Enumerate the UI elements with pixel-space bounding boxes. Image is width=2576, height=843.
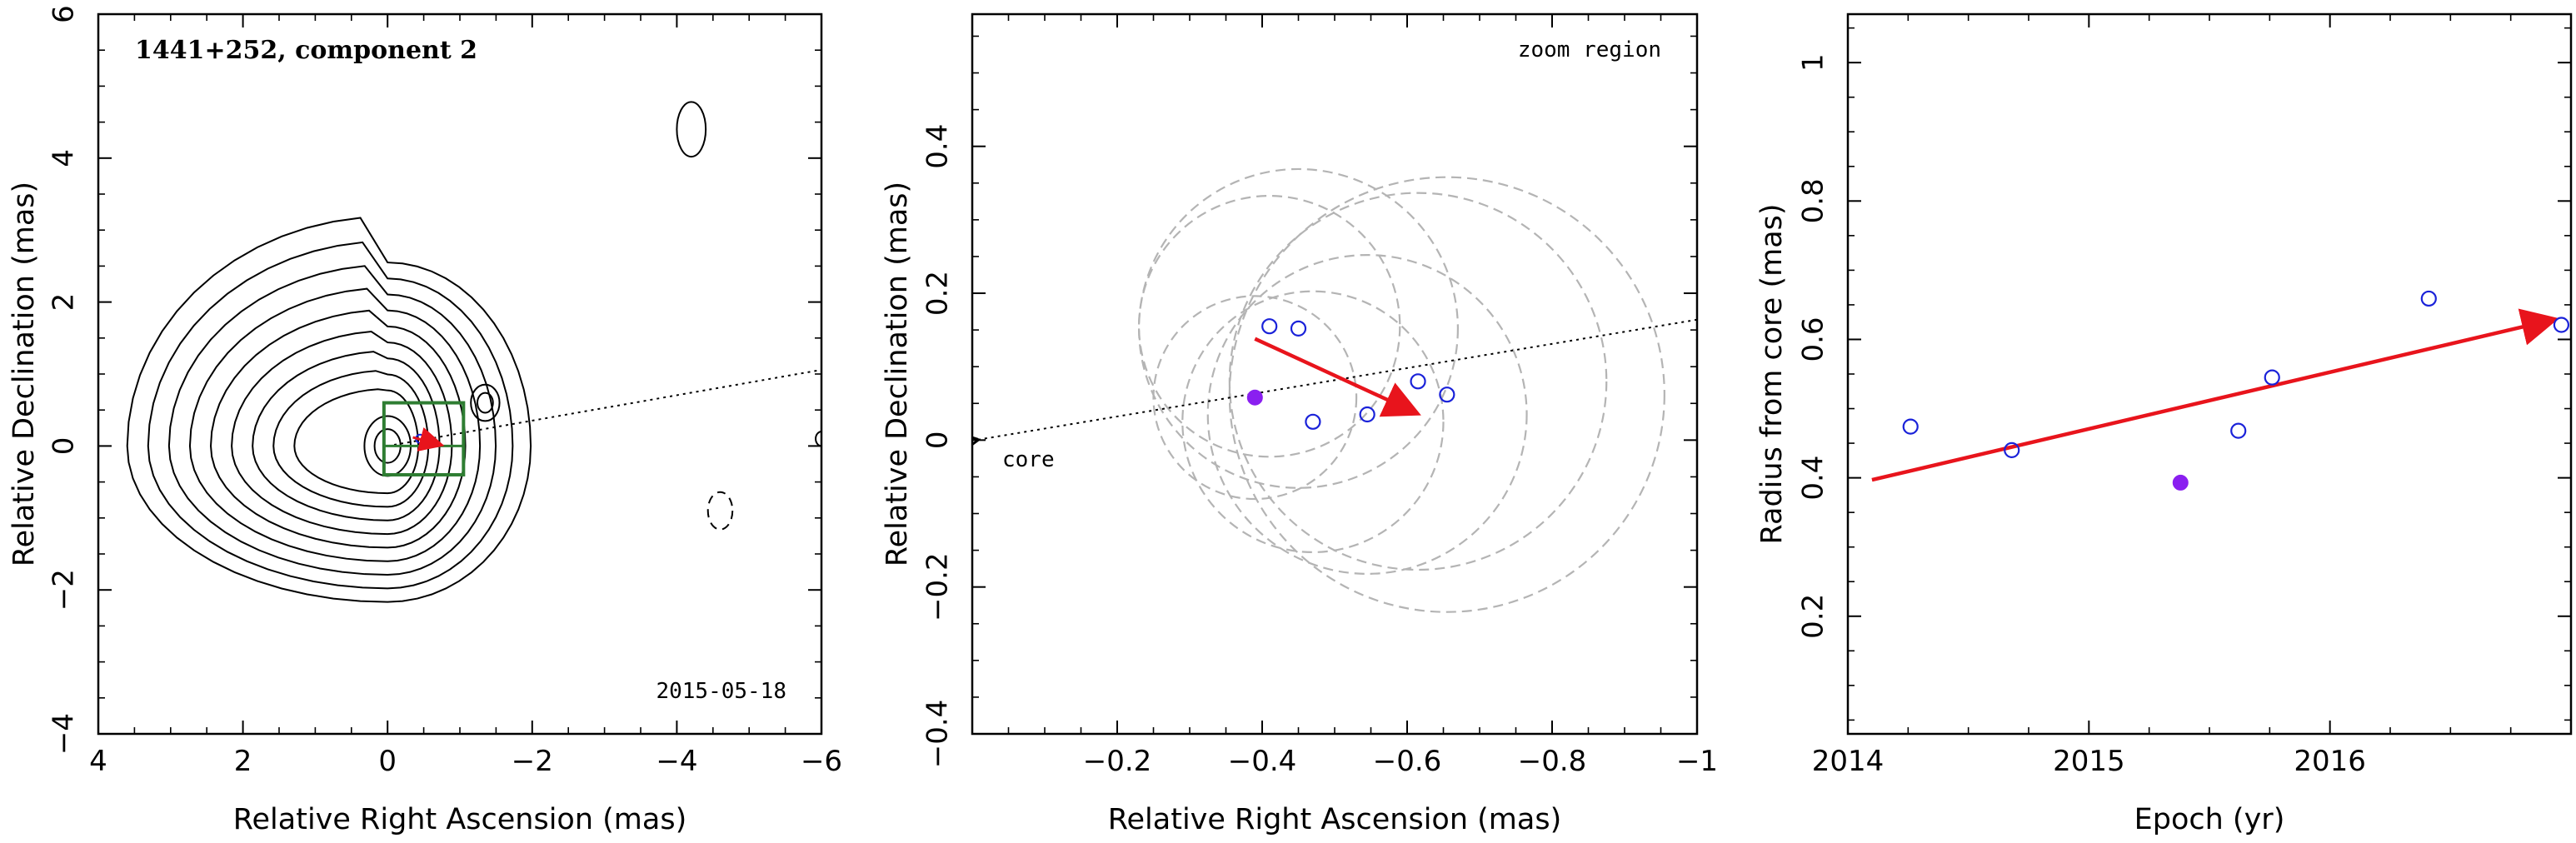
contour-level — [293, 388, 420, 495]
y-tick-label: 0.6 — [1797, 317, 1830, 362]
contour-level — [167, 265, 497, 576]
contour-level — [231, 330, 453, 536]
y-tick-label: 2 — [47, 293, 81, 312]
y-tick-label: 0.4 — [921, 124, 955, 169]
x-tick-label: −1 — [1676, 745, 1718, 778]
error-circles — [1137, 167, 1665, 613]
contour-level — [272, 370, 430, 508]
x-tick-label: 2014 — [1812, 745, 1885, 778]
y-tick-label: 0 — [47, 437, 81, 456]
contour-level — [188, 287, 482, 562]
edge-contour — [815, 431, 821, 447]
contour-level — [147, 241, 514, 590]
y-tick-label: 0.8 — [1797, 178, 1830, 223]
core-label: core — [1002, 447, 1055, 472]
radius-data-point — [2230, 422, 2247, 439]
x-tick-label: −4 — [656, 745, 697, 778]
panel-zoom-region: −0.2 −0.4 −0.6 −0.8 −1 −0.4 −0.2 0 0.2 0.4 zoom r… — [881, 12, 1719, 836]
panel2-ylabel: Relative Declination (mas) — [881, 182, 914, 566]
x-tick-label: −0.4 — [1228, 745, 1297, 778]
y-tick-label: 0.2 — [921, 271, 955, 316]
panel1-date: 2015-05-18 — [656, 679, 786, 704]
isolated-contour — [676, 101, 707, 158]
contour-level — [252, 351, 441, 521]
panel2-ticks — [971, 14, 1698, 735]
y-tick-label: −0.4 — [921, 700, 955, 769]
panel2-overlays — [976, 318, 1697, 441]
x-tick-label: −2 — [512, 745, 553, 778]
panel3-overlays — [1871, 290, 2570, 491]
y-tick-label: −0.2 — [921, 552, 955, 621]
x-tick-label: 4 — [89, 745, 107, 778]
panel2-tick-labels: −0.2 −0.4 −0.6 −0.8 −1 −0.4 −0.2 0 0.2 0.4 — [921, 124, 1719, 778]
component-position-point — [1439, 387, 1455, 403]
position-error-circle — [1181, 290, 1445, 554]
x-tick-label: −0.8 — [1518, 745, 1587, 778]
jet-axis-line — [387, 369, 821, 447]
panel3-tick-labels: 2014 2015 2016 0.2 0.4 0.6 0.8 1 — [1797, 53, 2366, 778]
position-error-circle — [1206, 253, 1528, 575]
position-error-circle — [1228, 192, 1608, 571]
velocity-arrow — [1254, 337, 1421, 417]
y-tick-label: 1 — [1797, 53, 1830, 72]
jet-axis-to-core — [976, 318, 1697, 441]
x-tick-label: −0.6 — [1373, 745, 1442, 778]
y-tick-label: 0.4 — [1797, 456, 1830, 501]
panel3-ylabel: Radius from core (mas) — [1755, 203, 1789, 544]
panel1-ticks — [97, 13, 822, 735]
position-error-circle — [1152, 295, 1358, 501]
radius-data-point — [2553, 317, 2570, 333]
component-position-point — [1290, 320, 1307, 337]
secondary-peak-contour — [470, 383, 501, 422]
panel2-xlabel: Relative Right Ascension (mas) — [1108, 803, 1561, 836]
component-position-point — [1305, 413, 1321, 430]
panel1-overlays — [382, 369, 821, 476]
current-epoch-point — [1246, 389, 1263, 406]
current-epoch-point — [2172, 474, 2189, 491]
zoom-box — [382, 401, 466, 476]
zoom-region-label: zoom region — [1518, 37, 1661, 62]
motion-arrow — [412, 426, 445, 451]
panel1-title: 1441+252, component 2 — [135, 36, 477, 65]
y-tick-label: 0 — [921, 431, 955, 450]
y-tick-label: −4 — [47, 713, 81, 755]
position-error-circle — [1228, 176, 1665, 613]
panel1-ylabel: Relative Declination (mas) — [7, 182, 41, 566]
x-tick-label: 2015 — [2053, 745, 2125, 778]
negative-contour — [706, 491, 734, 531]
y-tick-label: 0.2 — [1797, 594, 1830, 639]
panel3-ticks — [1847, 14, 2572, 734]
position-error-circle — [1137, 167, 1459, 489]
x-tick-label: 0 — [378, 745, 397, 778]
panel1-tick-labels: 4 2 0 −2 −4 −6 −4 −2 0 2 4 6 — [47, 5, 843, 778]
y-tick-label: 6 — [47, 5, 81, 23]
y-tick-label: −2 — [47, 569, 81, 611]
panel1-xlabel: Relative Right Ascension (mas) — [233, 803, 686, 836]
radial-motion-fit-arrow — [1871, 308, 2559, 482]
x-tick-label: 2 — [234, 745, 252, 778]
contour-level — [126, 217, 532, 603]
component-position-point — [1359, 406, 1375, 423]
component-position-point — [1410, 373, 1426, 390]
radius-data-point — [2420, 290, 2437, 307]
radius-data-point — [2004, 441, 2020, 458]
secondary-peak-contour — [477, 392, 494, 414]
x-tick-label: −6 — [801, 745, 842, 778]
radius-data-point — [2264, 369, 2280, 386]
x-tick-label: −0.2 — [1083, 745, 1152, 778]
panel1-frame — [97, 12, 823, 736]
y-tick-label: 4 — [47, 149, 81, 167]
panel-radius-vs-epoch: 2014 2015 2016 0.2 0.4 0.6 0.8 1 Epoch (yr) Rad… — [1755, 12, 2573, 836]
contour-level — [210, 309, 467, 549]
panel3-frame — [1846, 12, 2573, 736]
component-position-point — [1261, 318, 1278, 335]
contour-lines — [126, 101, 821, 603]
x-tick-label: 2016 — [2294, 745, 2366, 778]
panel3-xlabel: Epoch (yr) — [2134, 803, 2285, 836]
radius-data-point — [1902, 418, 1919, 435]
